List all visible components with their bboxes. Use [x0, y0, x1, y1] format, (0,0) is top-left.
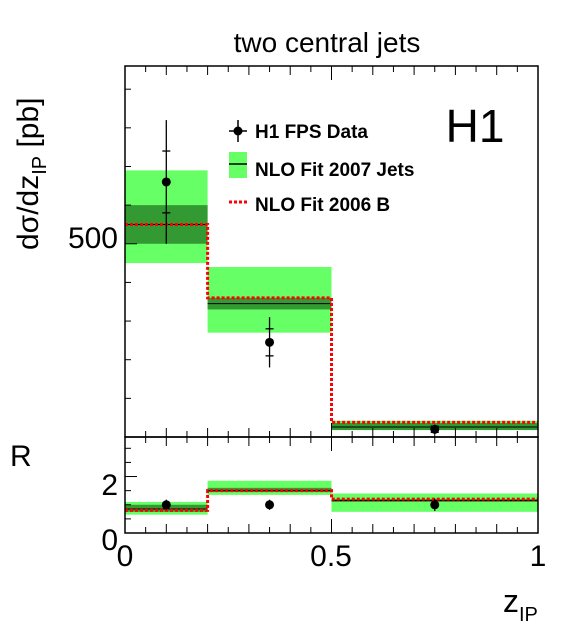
ratio-ytick-label-2: 2: [101, 469, 118, 502]
ratio-band-inner-1: [207, 487, 332, 493]
main-y-axis-label: dσ/dzIP [pb]: [12, 97, 51, 250]
ratio-data-point-2: [430, 500, 440, 510]
xtick-label-0.5: 0.5: [310, 540, 352, 573]
ratio-data-point-1: [265, 500, 275, 510]
main-data-point-2: [430, 424, 440, 434]
main-data-points: [161, 120, 440, 434]
xtick-label-0: 0: [117, 540, 134, 573]
h1-logo: H1: [446, 100, 505, 152]
main-panel: [124, 65, 539, 438]
ratio-data-points: [161, 498, 440, 511]
ratio-panel: [124, 436, 539, 534]
ytick-label-500: 500: [68, 222, 118, 255]
legend-label-data: H1 FPS Data: [255, 122, 368, 143]
main-nlo2006-step: [125, 222, 538, 424]
main-data-point-1: [265, 337, 275, 347]
xtick-label-1: 1: [530, 540, 547, 573]
ratio-y-axis-label: R: [10, 440, 32, 473]
legend-marker-nlo2007: [229, 152, 247, 178]
legend-label-nlo2007: NLO Fit 2007 Jets: [255, 160, 414, 181]
main-data-point-0: [161, 177, 171, 187]
ratio-ytick-label-0: 0: [101, 524, 118, 557]
legend: H1 FPS Data NLO Fit 2007 Jets NLO Fit 20…: [229, 120, 414, 216]
main-nlo2006-line: [125, 222, 538, 424]
chart-title: two central jets: [234, 27, 421, 58]
x-axis-label: zIP: [503, 583, 538, 626]
main-ticks: [124, 66, 539, 437]
ratio-data-point-0: [161, 500, 171, 510]
legend-label-nlo2006: NLO Fit 2006 B: [255, 195, 390, 216]
legend-marker-data: [229, 120, 247, 142]
ratio-ticks: [124, 437, 539, 534]
